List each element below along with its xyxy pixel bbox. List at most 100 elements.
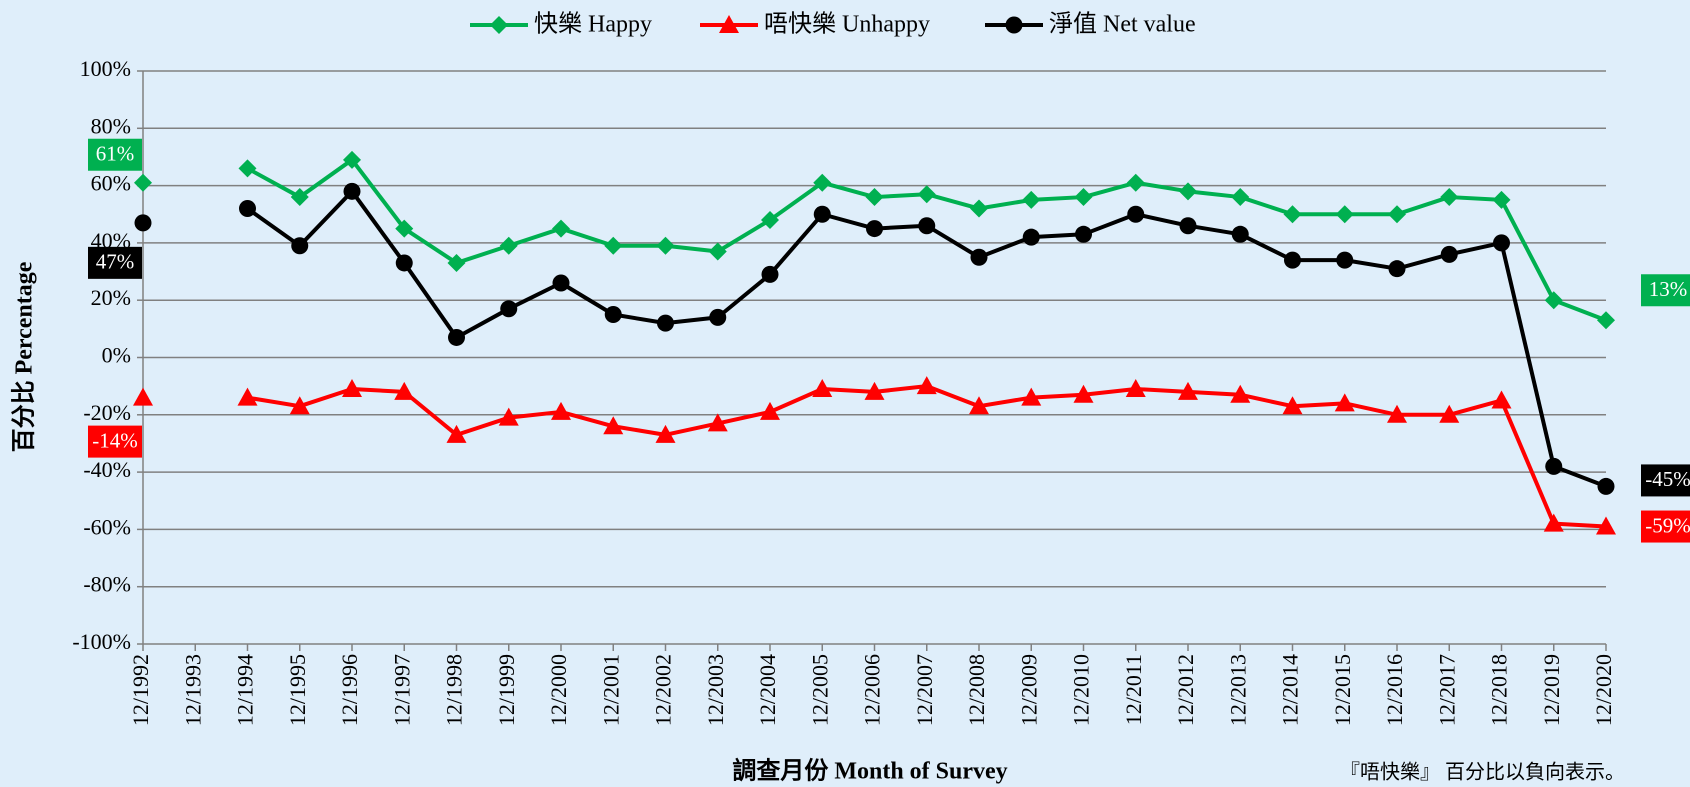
marker <box>918 217 936 235</box>
marker <box>813 205 831 223</box>
marker <box>864 381 885 400</box>
marker <box>657 314 674 332</box>
data-label: 13% <box>1649 277 1688 301</box>
marker <box>134 173 152 192</box>
marker <box>1544 291 1563 310</box>
y-axis-title: 百分比 Percentage <box>11 261 38 452</box>
x-tick-label: 12/2017 <box>1434 654 1459 726</box>
x-tick-label: 12/2019 <box>1539 654 1564 726</box>
marker <box>133 387 153 406</box>
marker <box>1336 251 1354 269</box>
y-tick-label: 0% <box>102 343 131 368</box>
marker <box>1126 173 1145 192</box>
marker <box>1074 188 1093 207</box>
x-tick-label: 12/1994 <box>233 654 258 726</box>
x-tick-label: 12/2020 <box>1591 654 1616 726</box>
marker <box>1492 190 1511 209</box>
marker <box>866 220 883 238</box>
marker <box>1231 188 1250 207</box>
y-tick-label: -80% <box>83 572 131 597</box>
marker <box>498 407 519 426</box>
legend-label: 唔快樂 Unhappy <box>764 11 930 38</box>
marker <box>291 237 309 255</box>
marker <box>1597 311 1615 330</box>
marker <box>395 254 413 272</box>
marker <box>760 401 780 420</box>
marker <box>1179 217 1197 235</box>
y-tick-label: 20% <box>91 285 131 310</box>
x-tick-label: 12/2011 <box>1121 654 1146 725</box>
data-label: 47% <box>96 250 135 274</box>
marker <box>500 300 518 318</box>
marker <box>1388 205 1406 224</box>
marker <box>499 236 518 255</box>
marker <box>604 306 622 324</box>
footnote: 『唔快樂』 百分比以負向表示。 <box>1340 761 1625 784</box>
y-tick-label: -40% <box>83 457 131 482</box>
marker <box>395 219 414 238</box>
x-tick-label: 12/2006 <box>860 654 885 726</box>
data-label-box <box>1641 464 1690 497</box>
y-tick-label: -100% <box>72 629 131 654</box>
marker <box>865 188 884 207</box>
x-tick-label: 12/2009 <box>1016 654 1041 726</box>
y-tick-label: -20% <box>83 400 131 425</box>
marker <box>1387 404 1407 423</box>
marker <box>290 188 309 207</box>
x-tick-label: 12/2012 <box>1173 654 1198 726</box>
x-tick-label: 12/2010 <box>1069 654 1094 726</box>
y-tick-label: -60% <box>83 514 131 539</box>
data-label: -45% <box>1645 467 1690 491</box>
data-label-box <box>88 138 142 171</box>
data-label: -14% <box>92 428 138 452</box>
data-label-box <box>88 425 142 458</box>
marker <box>1440 188 1459 207</box>
marker <box>917 185 936 204</box>
x-tick-label: 12/2014 <box>1278 654 1303 726</box>
marker <box>1388 260 1406 278</box>
x-tick-label: 12/2013 <box>1225 654 1250 726</box>
marker <box>970 248 988 266</box>
marker <box>1022 228 1040 246</box>
marker <box>1283 205 1302 224</box>
marker <box>603 416 624 435</box>
y-tick-label: 100% <box>80 56 131 81</box>
marker <box>1179 182 1197 201</box>
marker <box>552 219 570 238</box>
marker <box>343 150 361 169</box>
marker <box>1597 477 1615 495</box>
x-tick-label: 12/2001 <box>598 654 623 726</box>
marker <box>490 16 508 34</box>
marker <box>812 379 833 398</box>
marker <box>656 236 675 255</box>
marker <box>1127 205 1145 223</box>
marker <box>761 210 779 229</box>
x-tick-label: 12/2016 <box>1382 654 1407 726</box>
marker <box>1021 387 1042 406</box>
marker <box>604 236 623 255</box>
x-tick-label: 12/2002 <box>651 654 676 726</box>
data-label-box <box>1641 274 1690 307</box>
x-tick-label: 12/2007 <box>912 654 937 726</box>
legend-label: 淨值 Net value <box>1049 11 1196 38</box>
marker <box>289 396 310 415</box>
x-tick-label: 12/2000 <box>546 654 571 726</box>
data-label: -59% <box>1645 513 1690 537</box>
marker <box>447 253 466 272</box>
marker <box>1543 513 1564 532</box>
marker <box>446 424 467 443</box>
x-tick-label: 12/1999 <box>494 654 519 726</box>
marker <box>448 328 465 346</box>
marker <box>1439 404 1460 423</box>
x-tick-label: 12/2004 <box>755 654 780 726</box>
marker <box>1493 234 1510 252</box>
x-tick-label: 12/2018 <box>1487 654 1512 726</box>
x-tick-label: 12/2008 <box>964 654 989 726</box>
marker <box>238 159 257 178</box>
marker <box>1178 381 1198 400</box>
marker <box>916 376 937 395</box>
marker <box>1231 225 1249 243</box>
marker <box>813 173 832 192</box>
